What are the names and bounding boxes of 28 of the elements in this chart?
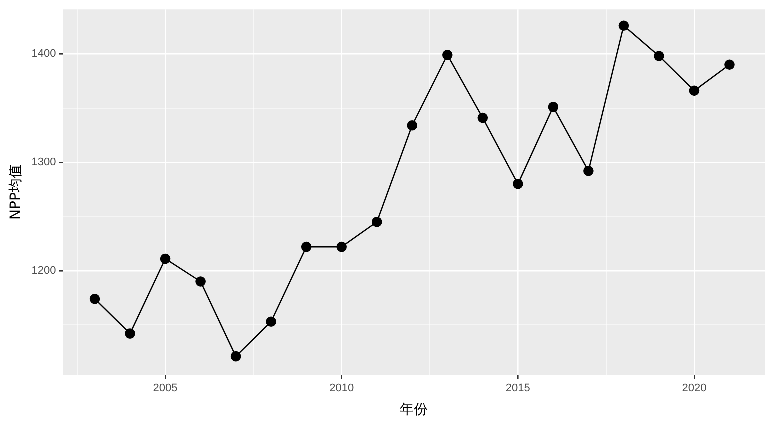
y-axis-title: NPP均值 — [8, 164, 24, 220]
point — [654, 51, 664, 62]
point — [125, 328, 136, 339]
x-tick-label: 2015 — [506, 382, 530, 395]
point — [478, 112, 488, 124]
y-tick-label: 1300 — [32, 156, 56, 169]
point — [372, 216, 382, 228]
point — [196, 276, 206, 287]
point — [266, 316, 276, 328]
point — [336, 242, 347, 252]
y-tick-label: 1400 — [32, 48, 56, 60]
point — [618, 20, 630, 32]
x-tick-label: 2005 — [153, 382, 178, 395]
point — [160, 254, 171, 264]
point — [230, 351, 242, 362]
x-tick-label: 2020 — [682, 382, 707, 395]
point — [407, 120, 418, 131]
point — [548, 102, 559, 112]
point — [301, 242, 312, 252]
y-tick-label: 1200 — [32, 264, 56, 277]
point — [90, 294, 100, 304]
point — [442, 50, 453, 60]
point — [513, 179, 524, 190]
point — [584, 166, 594, 176]
x-tick-label: 2010 — [330, 382, 354, 395]
point — [724, 60, 735, 70]
x-axis-title: 年份 — [400, 402, 428, 418]
point — [689, 86, 700, 96]
